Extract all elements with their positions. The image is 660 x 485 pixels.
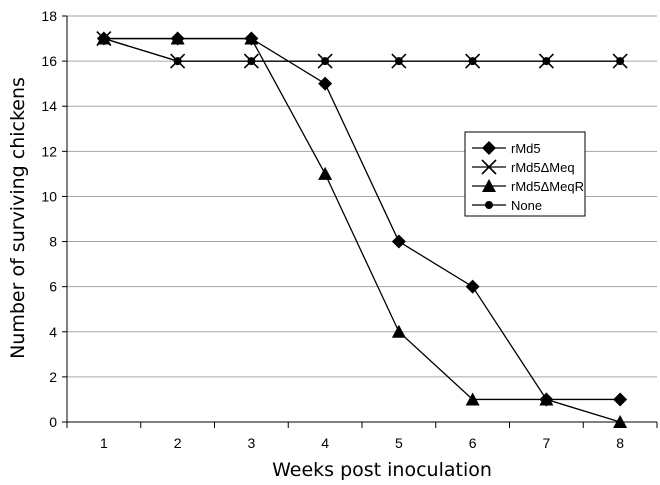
triangle-marker [539,392,554,406]
diamond-marker [613,392,628,407]
x-marker [391,53,407,69]
y-tick-label: 12 [41,143,57,159]
triangle-marker [96,31,111,45]
x-tick-label: 4 [321,435,329,451]
diamond-marker [465,279,480,294]
legend-label: rMd5ΔMeqR [511,179,584,194]
x-marker-stroke [170,53,186,69]
x-marker-stroke [465,53,481,69]
y-tick-label: 16 [41,53,57,69]
legend-item: rMd5ΔMeqR [472,179,584,194]
y-tick-label: 8 [49,234,57,250]
y-tick-label: 0 [49,414,57,430]
x-tick-label: 8 [616,435,624,451]
x-tick-label: 3 [247,435,255,451]
y-tick-label: 2 [49,369,57,385]
triangle-marker [391,324,406,338]
x-marker [317,53,333,69]
circle-marker [485,201,493,209]
x-marker-stroke [612,53,628,69]
triangle-marker [318,166,333,180]
legend-item: None [472,198,542,213]
triangle-marker [244,31,259,45]
x-marker [612,53,628,69]
y-tick-label: 6 [49,279,57,295]
series-line [103,37,621,62]
legend-label: None [511,198,542,213]
triangle-marker [613,415,628,428]
x-axis-title: Weeks post inoculation [272,459,492,481]
x-marker [481,159,497,175]
legend-label: rMd5ΔMeq [511,160,575,175]
x-marker-stroke [538,53,554,69]
y-tick-label: 4 [49,324,57,340]
triangle-marker [482,179,496,192]
x-marker [465,53,481,69]
series-line [103,37,621,401]
x-tick-labels: 1 2 3 4 5 6 7 8 [100,435,624,451]
legend-item: rMd5 [472,141,541,156]
y-tick-label: 14 [41,98,57,114]
x-marker-stroke [481,159,497,175]
y-axis-title: Number of surviving chickens [7,77,29,359]
x-marker [243,53,259,69]
y-tick-label: 18 [41,8,57,24]
y-tick-labels: 0 2 4 6 8 10 12 14 16 18 [41,8,57,430]
x-marker-stroke [317,53,333,69]
x-marker [170,53,186,69]
triangle-marker [170,31,185,45]
diamond-marker [482,141,496,155]
triangle-marker [465,392,480,406]
series-2 [96,31,628,428]
legend: rMd5 rMd5ΔMeq rMd5ΔMeqR None [464,131,586,217]
legend-label: rMd5 [511,141,541,156]
legend-item: rMd5ΔMeq [472,159,575,175]
series-line [103,37,621,423]
x-marker [538,53,554,69]
y-tick-label: 10 [41,188,57,204]
x-tick-label: 5 [395,435,403,451]
x-tick-label: 6 [469,435,477,451]
x-tick-label: 7 [542,435,550,451]
axes [62,15,658,428]
diamond-marker [318,76,333,91]
x-tick-label: 2 [174,435,182,451]
x-tick-label: 1 [100,435,108,451]
series-0 [96,31,628,407]
x-marker-stroke [243,53,259,69]
series-lines [96,30,628,428]
gridlines [67,15,657,378]
diamond-marker [391,234,406,249]
x-marker-stroke [391,53,407,69]
